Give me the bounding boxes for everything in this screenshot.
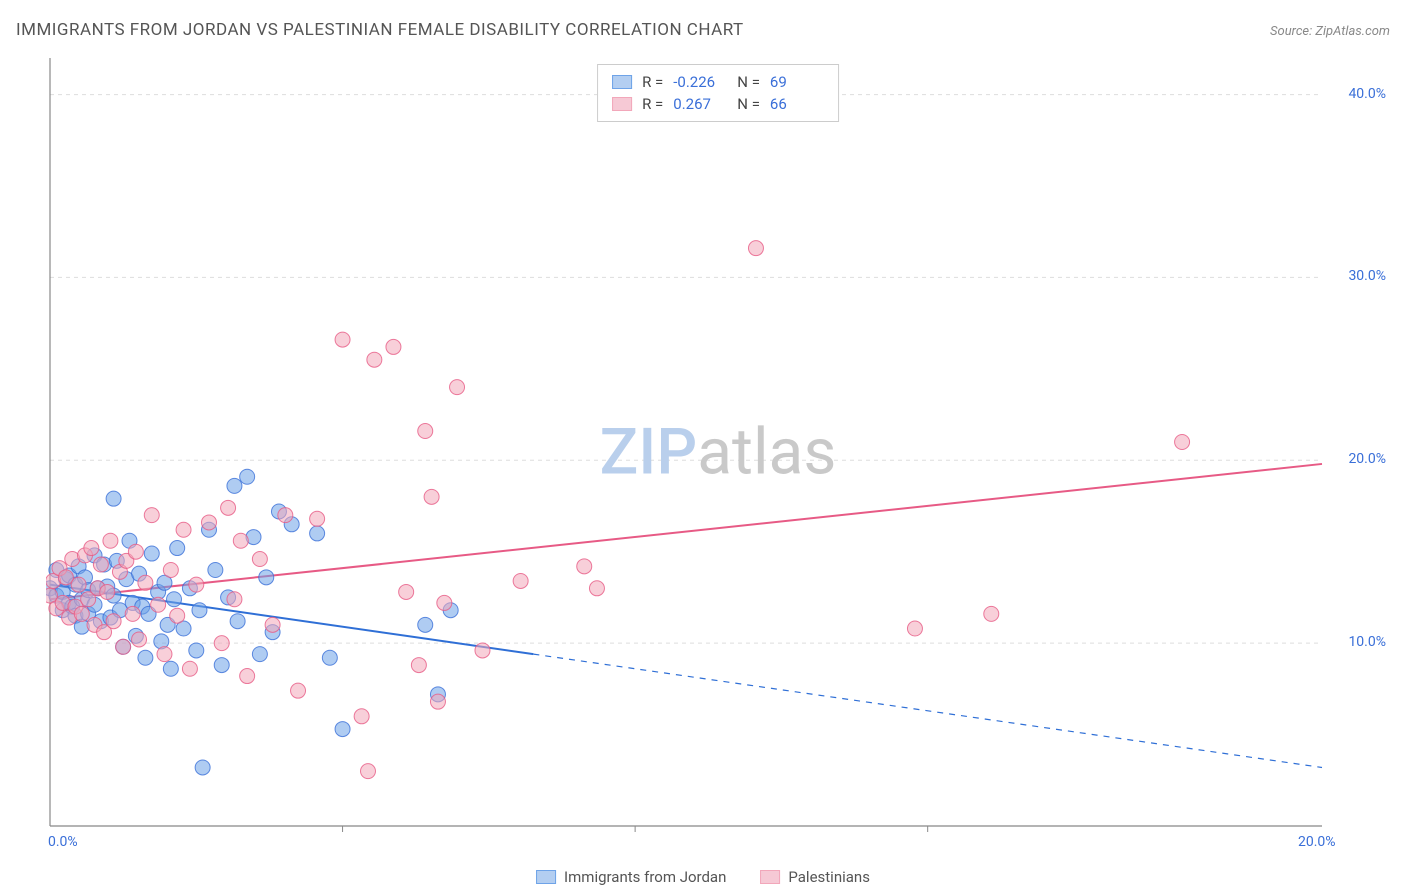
- y-tick-label: 20.0%: [1348, 451, 1386, 467]
- n-value-palestinian: 66: [770, 95, 824, 113]
- correlation-row-jordan: R = -0.226 N = 69: [612, 71, 824, 93]
- correlation-row-palestinian: R = 0.267 N = 66: [612, 93, 824, 115]
- legend-label-palestinian: Palestinians: [788, 868, 870, 886]
- legend-item-palestinian: Palestinians: [760, 868, 870, 886]
- swatch-jordan: [536, 870, 556, 884]
- r-label: R =: [642, 95, 663, 113]
- r-label: R =: [642, 73, 663, 91]
- correlation-legend: R = -0.226 N = 69 R = 0.267 N = 66: [597, 64, 839, 122]
- x-tick-label: 0.0%: [48, 834, 78, 850]
- y-tick-label: 10.0%: [1348, 634, 1386, 650]
- n-label: N =: [737, 95, 760, 113]
- legend-label-jordan: Immigrants from Jordan: [564, 868, 726, 886]
- n-value-jordan: 69: [770, 73, 824, 91]
- legend-item-jordan: Immigrants from Jordan: [536, 868, 726, 886]
- r-value-palestinian: 0.267: [673, 95, 727, 113]
- swatch-palestinian: [760, 870, 780, 884]
- scatter-plot-svg: [46, 48, 1390, 856]
- chart-title: IMMIGRANTS FROM JORDAN VS PALESTINIAN FE…: [16, 20, 744, 40]
- chart-header: IMMIGRANTS FROM JORDAN VS PALESTINIAN FE…: [16, 20, 1390, 40]
- source-attribution: Source: ZipAtlas.com: [1270, 24, 1390, 39]
- chart-area: ZIPatlas R = -0.226 N = 69 R = 0.267 N =…: [46, 48, 1390, 856]
- y-tick-label: 30.0%: [1348, 268, 1386, 284]
- r-value-jordan: -0.226: [673, 73, 727, 91]
- series-legend: Immigrants from Jordan Palestinians: [536, 868, 870, 886]
- swatch-jordan: [612, 75, 632, 89]
- x-tick-label: 20.0%: [1298, 834, 1336, 850]
- y-tick-label: 40.0%: [1348, 86, 1386, 102]
- n-label: N =: [737, 73, 760, 91]
- swatch-palestinian: [612, 97, 632, 111]
